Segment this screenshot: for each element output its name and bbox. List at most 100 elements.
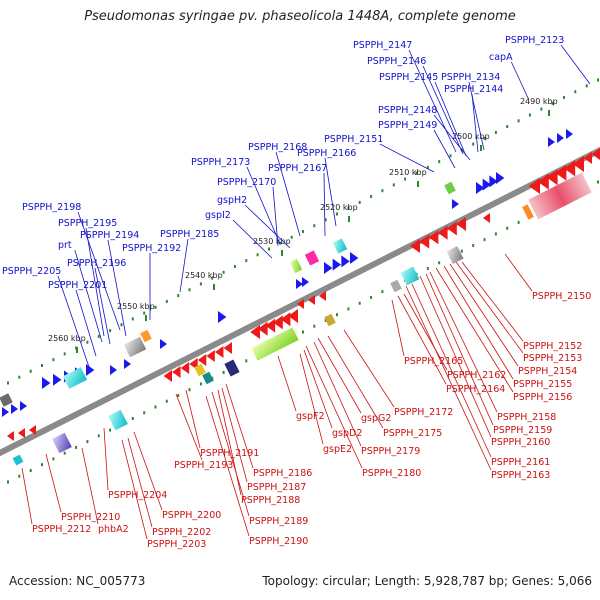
forward-gene-label[interactable]: capA — [489, 52, 513, 63]
reverse-gene-label[interactable]: PSPPH_2191 — [200, 448, 259, 459]
reverse-gene-arrow — [437, 225, 448, 240]
reverse-gene-label[interactable]: PSPPH_2159 — [493, 425, 552, 436]
reverse-gene-label[interactable]: PSPPH_2210 — [61, 512, 120, 523]
reverse-gene-label[interactable]: PSPPH_2188 — [241, 495, 300, 506]
forward-gene-label[interactable]: PSPPH_2148 — [378, 105, 437, 116]
reverse-gene-label[interactable]: PSPPH_2202 — [152, 527, 211, 538]
ruler-dot — [18, 375, 21, 379]
ruler-dot — [574, 90, 577, 94]
reverse-gene-label[interactable]: PSPPH_2158 — [497, 412, 556, 423]
reverse-gene-label[interactable]: phbA2 — [98, 524, 129, 535]
leader-line — [327, 335, 384, 429]
ruler-dot — [585, 84, 588, 88]
forward-gene-label[interactable]: PSPPH_2144 — [444, 84, 503, 95]
accession-text: Accession: NC_005773 — [9, 574, 146, 588]
reverse-gene-label[interactable]: PSPPH_2156 — [513, 392, 572, 403]
reverse-gene-label[interactable]: PSPPH_2187 — [247, 482, 306, 493]
reverse-gene-label[interactable]: PSPPH_2154 — [518, 366, 577, 377]
reverse-gene-arrow — [172, 366, 181, 378]
reverse-gene-arrow — [273, 315, 283, 330]
forward-gene-label[interactable]: PSPPH_2166 — [297, 148, 356, 159]
reverse-gene-label[interactable]: gspD2 — [332, 428, 362, 439]
reverse-gene-label[interactable]: PSPPH_2175 — [383, 428, 442, 439]
reverse-gene-arrow — [456, 217, 466, 231]
forward-gene-label[interactable]: PSPPH_2194 — [80, 230, 139, 241]
kbp-tick — [348, 216, 350, 222]
reverse-gene-label[interactable]: gspG2 — [361, 413, 391, 424]
reverse-gene-label[interactable]: PSPPH_2150 — [532, 291, 591, 302]
leader-line — [511, 61, 529, 99]
forward-gene-label[interactable]: PSPPH_2170 — [217, 177, 276, 188]
reverse-gene-label[interactable]: PSPPH_2203 — [147, 539, 206, 550]
reverse-gene-arrow — [297, 299, 304, 309]
forward-gene-label[interactable]: PSPPH_2201 — [48, 280, 107, 291]
reverse-gene-label[interactable]: PSPPH_2163 — [491, 470, 550, 481]
reverse-gene-label[interactable]: PSPPH_2155 — [513, 379, 572, 390]
reverse-gene-label[interactable]: PSPPH_2189 — [249, 516, 308, 527]
reverse-gene-label[interactable]: PSPPH_2204 — [108, 490, 167, 501]
reverse-gene-label[interactable]: PSPPH_2160 — [491, 437, 550, 448]
reverse-gene-label[interactable]: PSPPH_2193 — [174, 460, 233, 471]
ruler-dot — [494, 232, 497, 236]
reverse-gene-label[interactable]: gspE2 — [323, 444, 352, 455]
ruler-dot — [358, 200, 361, 204]
forward-gene-label[interactable]: PSPPH_2147 — [353, 40, 412, 51]
reverse-gene-label[interactable]: PSPPH_2153 — [523, 353, 582, 364]
forward-gene-label[interactable]: PSPPH_2123 — [505, 35, 564, 46]
reverse-gene-arrow — [223, 342, 232, 354]
leader-line — [232, 219, 273, 259]
forward-gene-label[interactable]: PSPPH_2146 — [367, 56, 426, 67]
forward-gene-label[interactable]: PSPPH_2196 — [67, 258, 126, 269]
forward-gene-label[interactable]: PSPPH_2205 — [2, 266, 61, 277]
forward-gene-label[interactable]: gspH2 — [217, 195, 247, 206]
forward-gene-arrow — [489, 175, 498, 188]
reverse-gene-label[interactable]: PSPPH_2179 — [361, 446, 420, 457]
ruler-dot — [336, 212, 338, 216]
ruler-dot — [86, 340, 89, 344]
reverse-gene-label[interactable]: PSPPH_2200 — [162, 510, 221, 521]
reverse-gene-arrow — [7, 431, 14, 441]
ruler-dot — [75, 445, 78, 449]
reverse-gene-arrow — [537, 173, 549, 190]
reverse-gene-label[interactable]: PSPPH_2152 — [523, 341, 582, 352]
reverse-gene-label[interactable]: PSPPH_2161 — [491, 457, 550, 468]
forward-gene-label[interactable]: PSPPH_2192 — [122, 243, 181, 254]
forward-gene-label[interactable]: gspI2 — [205, 210, 231, 221]
leader-line — [433, 129, 456, 169]
reverse-gene-arrow — [528, 178, 540, 194]
leader-line — [127, 437, 153, 528]
ruler-dot — [177, 394, 180, 397]
reverse-gene-label[interactable]: PSPPH_2172 — [394, 407, 453, 418]
gene-block — [194, 363, 206, 377]
leader-line — [74, 249, 103, 343]
forward-gene-label[interactable]: PSPPH_2185 — [160, 229, 219, 240]
forward-gene-label[interactable]: PSPPH_2151 — [324, 134, 383, 145]
forward-gene-label[interactable]: PSPPH_2168 — [248, 142, 307, 153]
forward-gene-arrow — [350, 252, 359, 264]
forward-gene-label[interactable]: PSPPH_2173 — [191, 157, 250, 168]
forward-gene-label[interactable]: PSPPH_2134 — [441, 72, 500, 83]
forward-gene-label[interactable]: PSPPH_2167 — [268, 163, 327, 174]
reverse-gene-label[interactable]: PSPPH_2164 — [446, 384, 505, 395]
reverse-gene-label[interactable]: PSPPH_2190 — [249, 536, 308, 547]
forward-gene-label[interactable]: PSPPH_2195 — [58, 218, 117, 229]
reverse-gene-label[interactable]: gspF2 — [296, 411, 325, 422]
reverse-gene-arrow — [206, 350, 215, 362]
forward-gene-label[interactable]: PSPPH_2198 — [22, 202, 81, 213]
ruler-dot — [494, 130, 497, 134]
ruler-dot — [154, 405, 157, 409]
reverse-gene-label[interactable]: PSPPH_2212 — [32, 524, 91, 535]
ruler-dot — [233, 265, 236, 268]
forward-gene-arrow — [124, 359, 131, 369]
reverse-gene-label[interactable]: PSPPH_2165 — [404, 356, 463, 367]
forward-gene-arrow — [218, 311, 227, 323]
ruler-dot — [109, 329, 112, 333]
reverse-gene-label[interactable]: PSPPH_2162 — [447, 370, 506, 381]
forward-gene-label[interactable]: PSPPH_2149 — [378, 120, 437, 131]
reverse-gene-label[interactable]: PSPPH_2186 — [253, 468, 312, 479]
forward-gene-label[interactable]: PSPPH_2145 — [379, 72, 438, 83]
forward-gene-label[interactable]: prt — [58, 240, 72, 251]
reverse-gene-label[interactable]: PSPPH_2180 — [362, 468, 421, 479]
forward-gene-arrow — [482, 178, 492, 191]
